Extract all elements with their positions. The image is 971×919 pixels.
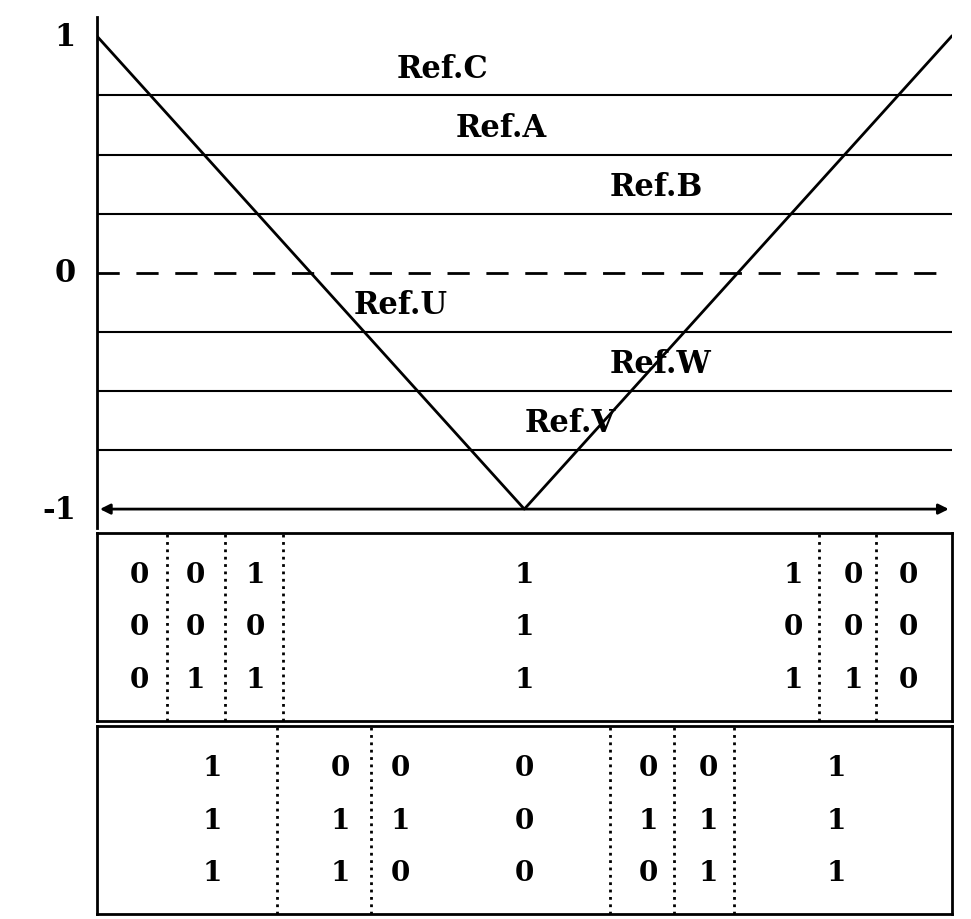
Text: 1: 1 bbox=[515, 614, 534, 641]
Text: 0: 0 bbox=[899, 614, 919, 641]
Text: 1: 1 bbox=[54, 22, 76, 52]
Text: 1: 1 bbox=[784, 666, 803, 694]
Text: 0: 0 bbox=[784, 614, 803, 641]
Text: Ref.V: Ref.V bbox=[524, 408, 616, 438]
Text: 0: 0 bbox=[54, 258, 76, 289]
Text: 1: 1 bbox=[203, 859, 222, 887]
Text: 0: 0 bbox=[185, 561, 205, 588]
Text: 0: 0 bbox=[899, 666, 919, 694]
Text: 1: 1 bbox=[698, 859, 718, 887]
Text: 0: 0 bbox=[246, 614, 265, 641]
Text: 0: 0 bbox=[899, 561, 919, 588]
Text: 0: 0 bbox=[844, 561, 863, 588]
Text: Ref.U: Ref.U bbox=[353, 289, 448, 321]
Text: 0: 0 bbox=[130, 614, 150, 641]
Text: 0: 0 bbox=[639, 859, 658, 887]
Text: 0: 0 bbox=[639, 754, 658, 781]
Text: Ref.W: Ref.W bbox=[610, 348, 712, 380]
Text: 0: 0 bbox=[515, 754, 534, 781]
Text: 1: 1 bbox=[515, 666, 534, 694]
Text: 1: 1 bbox=[698, 807, 718, 834]
Text: 1: 1 bbox=[203, 754, 222, 781]
Text: 1: 1 bbox=[203, 807, 222, 834]
Text: 1: 1 bbox=[246, 561, 265, 588]
Text: 0: 0 bbox=[130, 561, 150, 588]
Text: 0: 0 bbox=[698, 754, 718, 781]
Text: 0: 0 bbox=[130, 666, 150, 694]
Text: 1: 1 bbox=[826, 754, 846, 781]
Text: 0: 0 bbox=[390, 754, 410, 781]
Text: 1: 1 bbox=[331, 859, 351, 887]
Text: Ref.C: Ref.C bbox=[396, 53, 487, 85]
Text: 0: 0 bbox=[185, 614, 205, 641]
Text: 0: 0 bbox=[515, 807, 534, 834]
Text: 1: 1 bbox=[390, 807, 410, 834]
Text: 1: 1 bbox=[844, 666, 863, 694]
Text: 0: 0 bbox=[390, 859, 410, 887]
Text: 0: 0 bbox=[515, 859, 534, 887]
Text: 1: 1 bbox=[515, 561, 534, 588]
Text: 1: 1 bbox=[331, 807, 351, 834]
Text: 1: 1 bbox=[826, 807, 846, 834]
Text: -1: -1 bbox=[42, 494, 76, 525]
Text: 0: 0 bbox=[844, 614, 863, 641]
Text: 1: 1 bbox=[185, 666, 205, 694]
Text: 1: 1 bbox=[784, 561, 803, 588]
Text: 1: 1 bbox=[826, 859, 846, 887]
Text: Ref.B: Ref.B bbox=[610, 172, 703, 202]
Text: 0: 0 bbox=[331, 754, 351, 781]
Text: 1: 1 bbox=[246, 666, 265, 694]
Text: Ref.A: Ref.A bbox=[456, 112, 547, 143]
Text: 1: 1 bbox=[639, 807, 658, 834]
